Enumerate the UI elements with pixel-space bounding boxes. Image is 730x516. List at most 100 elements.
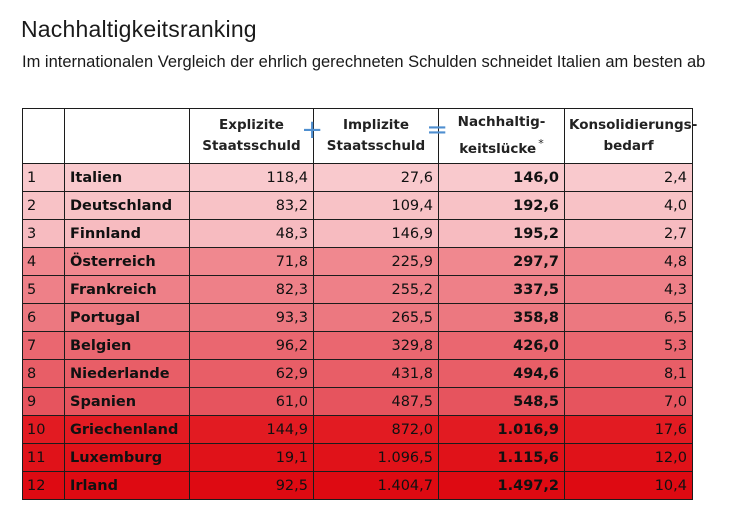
cell-sustainability-gap: 494,6 [438, 359, 565, 388]
cell-implicit-debt: 255,2 [313, 275, 439, 304]
ranking-table: Explizite Staatsschuld + Implizite Staat… [22, 108, 698, 500]
cell-sustainability-gap: 426,0 [438, 331, 565, 360]
header-explicit-debt: Explizite Staatsschuld + [189, 108, 323, 164]
cell-explicit-debt: 48,3 [189, 219, 314, 248]
table-row: 11 Luxemburg 19,1 1.096,5 1.115,6 12,0 [22, 443, 693, 472]
cell-explicit-debt: 118,4 [189, 163, 314, 192]
cell-country: Österreich [64, 247, 190, 276]
cell-rank: 1 [22, 163, 65, 192]
header-country [64, 108, 190, 164]
cell-sustainability-gap: 146,0 [438, 163, 565, 192]
table-row: 9 Spanien 61,0 487,5 548,5 7,0 [22, 387, 693, 416]
cell-consolidation-need: 4,0 [564, 191, 693, 220]
cell-country: Niederlande [64, 359, 190, 388]
cell-explicit-debt: 93,3 [189, 303, 314, 332]
cell-rank: 7 [22, 331, 65, 360]
header-gap-line2-text: keitslücke [459, 141, 537, 157]
cell-sustainability-gap: 297,7 [438, 247, 565, 276]
table-row: 3 Finnland 48,3 146,9 195,2 2,7 [22, 219, 693, 248]
cell-explicit-debt: 96,2 [189, 331, 314, 360]
cell-consolidation-need: 8,1 [564, 359, 693, 388]
header-implicit-line1: Implizite [342, 117, 410, 133]
cell-consolidation-need: 17,6 [564, 415, 693, 444]
cell-rank: 5 [22, 275, 65, 304]
header-sustainability-gap: Nachhaltig- keitslücke * [438, 108, 565, 164]
table-body: 1 Italien 118,4 27,6 146,0 2,4 2 Deutschland 83,… [22, 163, 693, 500]
cell-rank: 9 [22, 387, 65, 416]
cell-explicit-debt: 92,5 [189, 471, 314, 500]
cell-implicit-debt: 1.096,5 [313, 443, 439, 472]
cell-sustainability-gap: 1.115,6 [438, 443, 565, 472]
table-row: 6 Portugal 93,3 265,5 358,8 6,5 [22, 303, 693, 332]
cell-consolidation-need: 4,3 [564, 275, 693, 304]
cell-explicit-debt: 83,2 [189, 191, 314, 220]
cell-implicit-debt: 146,9 [313, 219, 439, 248]
cell-consolidation-need: 10,4 [564, 471, 693, 500]
header-consolidation-need: Konsolidierungs- bedarf [564, 108, 698, 164]
cell-rank: 3 [22, 219, 65, 248]
cell-consolidation-need: 6,5 [564, 303, 693, 332]
cell-implicit-debt: 225,9 [313, 247, 439, 276]
cell-country: Irland [64, 471, 190, 500]
cell-consolidation-need: 2,4 [564, 163, 693, 192]
table-row: 4 Österreich 71,8 225,9 297,7 4,8 [22, 247, 693, 276]
cell-consolidation-need: 5,3 [564, 331, 693, 360]
table-row: 12 Irland 92,5 1.404,7 1.497,2 10,4 [22, 471, 693, 500]
cell-rank: 12 [22, 471, 65, 500]
cell-explicit-debt: 82,3 [189, 275, 314, 304]
cell-country: Frankreich [64, 275, 190, 304]
cell-rank: 11 [22, 443, 65, 472]
cell-rank: 2 [22, 191, 65, 220]
cell-country: Griechenland [64, 415, 190, 444]
header-consol-line1: Konsolidierungs- [569, 117, 698, 133]
cell-rank: 6 [22, 303, 65, 332]
cell-implicit-debt: 265,5 [313, 303, 439, 332]
cell-consolidation-need: 4,8 [564, 247, 693, 276]
page-title: Nachhaltigkeitsranking [21, 16, 257, 42]
cell-rank: 4 [22, 247, 65, 276]
header-gap-line2: keitslücke * [443, 133, 560, 160]
header-implicit-line2: Staatsschuld [326, 138, 426, 154]
cell-sustainability-gap: 337,5 [438, 275, 565, 304]
table-row: 10 Griechenland 144,9 872,0 1.016,9 17,6 [22, 415, 693, 444]
table-row: 7 Belgien 96,2 329,8 426,0 5,3 [22, 331, 693, 360]
cell-sustainability-gap: 192,6 [438, 191, 565, 220]
header-explicit-line1: Explizite [219, 117, 284, 133]
table-row: 2 Deutschland 83,2 109,4 192,6 4,0 [22, 191, 693, 220]
cell-explicit-debt: 61,0 [189, 387, 314, 416]
table-row: 5 Frankreich 82,3 255,2 337,5 4,3 [22, 275, 693, 304]
cell-explicit-debt: 62,9 [189, 359, 314, 388]
cell-sustainability-gap: 1.016,9 [438, 415, 565, 444]
cell-sustainability-gap: 1.497,2 [438, 471, 565, 500]
cell-country: Spanien [64, 387, 190, 416]
equals-operator: = [426, 115, 448, 145]
cell-explicit-debt: 144,9 [189, 415, 314, 444]
cell-implicit-debt: 872,0 [313, 415, 439, 444]
cell-consolidation-need: 2,7 [564, 219, 693, 248]
cell-implicit-debt: 1.404,7 [313, 471, 439, 500]
cell-sustainability-gap: 358,8 [438, 303, 565, 332]
table-row: 1 Italien 118,4 27,6 146,0 2,4 [22, 163, 693, 192]
table-header-row: Explizite Staatsschuld + Implizite Staat… [22, 108, 698, 164]
cell-sustainability-gap: 195,2 [438, 219, 565, 248]
cell-country: Belgien [64, 331, 190, 360]
cell-consolidation-need: 7,0 [564, 387, 693, 416]
cell-country: Deutschland [64, 191, 190, 220]
cell-implicit-debt: 431,8 [313, 359, 439, 388]
cell-rank: 10 [22, 415, 65, 444]
cell-country: Luxemburg [64, 443, 190, 472]
cell-explicit-debt: 19,1 [189, 443, 314, 472]
cell-country: Italien [64, 163, 190, 192]
cell-implicit-debt: 329,8 [313, 331, 439, 360]
header-explicit-line2: Staatsschuld [202, 138, 301, 154]
cell-sustainability-gap: 548,5 [438, 387, 565, 416]
table-row: 8 Niederlande 62,9 431,8 494,6 8,1 [22, 359, 693, 388]
header-consol-line2: bedarf [603, 138, 654, 154]
cell-implicit-debt: 109,4 [313, 191, 439, 220]
cell-country: Portugal [64, 303, 190, 332]
cell-rank: 8 [22, 359, 65, 388]
cell-implicit-debt: 487,5 [313, 387, 439, 416]
plus-operator: + [301, 115, 323, 145]
header-rank [22, 108, 65, 164]
cell-explicit-debt: 71,8 [189, 247, 314, 276]
